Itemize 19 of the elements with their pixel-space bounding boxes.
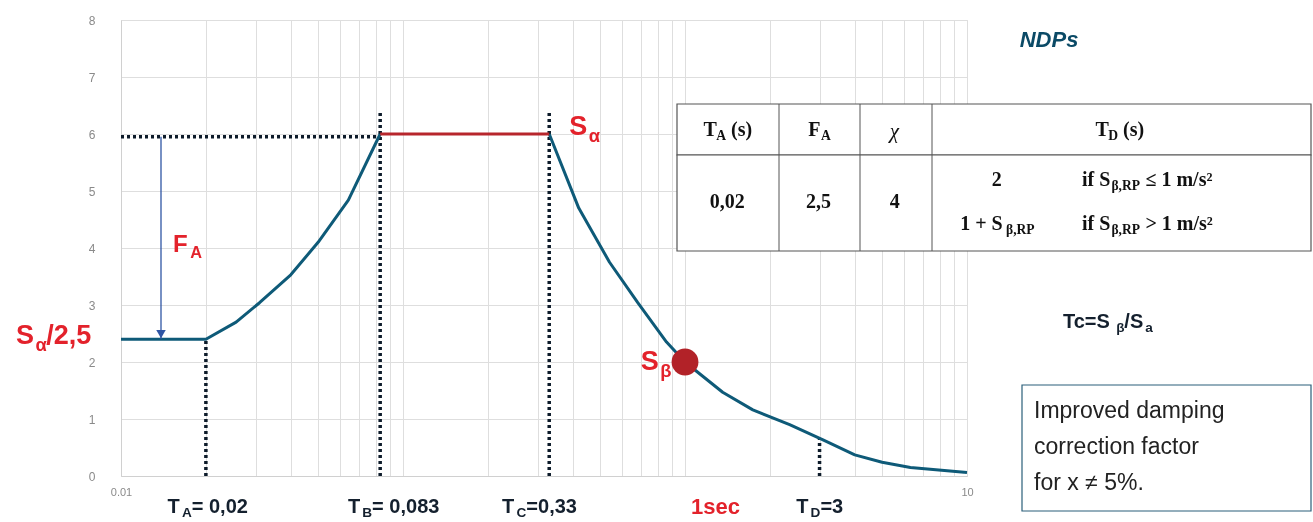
text: NDPs <box>1019 27 1079 52</box>
y-tick-label: 1 <box>88 412 96 427</box>
y-tick-label: 7 <box>88 70 96 85</box>
y-tick-label: 0 <box>88 469 96 484</box>
text: Improved damping correction factor for x ≠ 5%. <box>1034 397 1225 495</box>
annotation: 2,5 <box>806 190 832 212</box>
y-tick-label: 4 <box>88 241 96 256</box>
y-tick-label: 5 <box>88 184 96 199</box>
x-tick-label: 10 <box>961 485 974 498</box>
y-tick-label: 6 <box>88 127 96 142</box>
y-tick-label: 8 <box>88 13 96 28</box>
annotation: χ <box>887 119 900 143</box>
text: 2 <box>991 168 1002 190</box>
x-tick-label: 0.01 <box>110 485 133 498</box>
annotation: 4 <box>889 190 900 212</box>
y-tick-label: 3 <box>88 298 96 313</box>
y-tick-label: 2 <box>88 355 96 370</box>
text: 1sec <box>691 494 741 519</box>
annotation: 0,02 <box>709 190 745 212</box>
